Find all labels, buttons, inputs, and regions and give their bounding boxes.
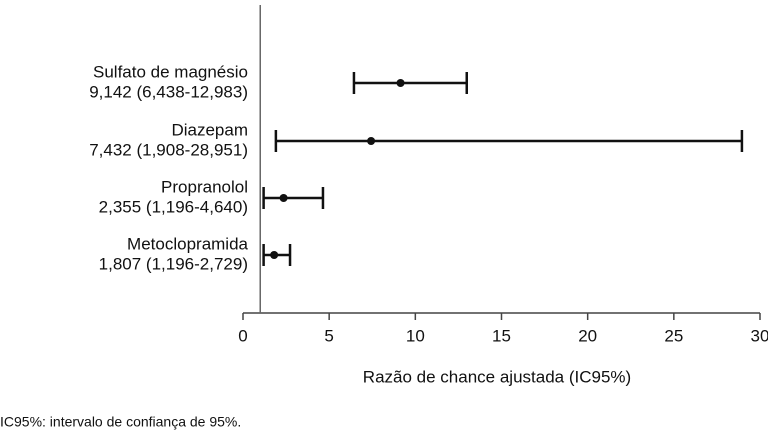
category-label: Diazepam [171, 120, 248, 139]
x-tick-label: 25 [664, 326, 683, 345]
x-axis-label: Razão de chance ajustada (IC95%) [363, 367, 631, 386]
value-label: 7,432 (1,908-28,951) [89, 140, 248, 159]
value-label: 1,807 (1,196-2,729) [99, 254, 248, 273]
x-tick-label: 20 [578, 326, 597, 345]
x-tick-label: 30 [751, 326, 768, 345]
point-estimate [367, 137, 376, 145]
value-label: 2,355 (1,196-4,640) [99, 197, 248, 216]
x-tick-label: 10 [406, 326, 425, 345]
point-estimate [396, 79, 405, 87]
point-estimate [270, 251, 279, 259]
footnote: IC95%: intervalo de confiança de 95%. [0, 414, 241, 430]
category-label: Sulfato de magnésio [93, 62, 248, 81]
category-label: Propranolol [161, 177, 248, 196]
x-tick-label: 15 [492, 326, 511, 345]
x-tick-label: 5 [324, 326, 333, 345]
point-estimate [279, 194, 288, 202]
category-label: Metoclopramida [127, 234, 248, 253]
x-tick-label: 0 [238, 326, 247, 345]
value-label: 9,142 (6,438-12,983) [89, 82, 248, 101]
